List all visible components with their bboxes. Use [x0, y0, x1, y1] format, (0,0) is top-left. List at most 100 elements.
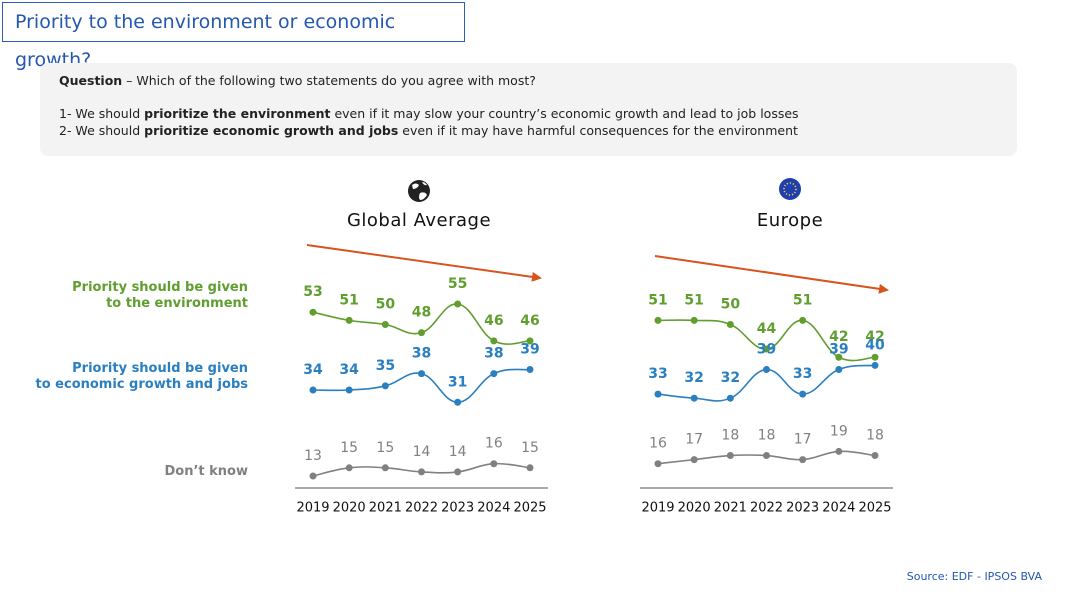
question-box: Question – Which of the following two st… — [40, 63, 1017, 156]
data-point — [454, 468, 462, 476]
data-point — [871, 361, 879, 369]
data-point — [763, 452, 770, 460]
value-label: 50 — [721, 296, 741, 312]
question-text: – Which of the following two statements … — [122, 73, 536, 88]
value-label: 33 — [793, 366, 812, 382]
data-point — [654, 390, 662, 398]
question-text: even if it may slow your country’s econo… — [330, 106, 799, 121]
value-label: 50 — [376, 296, 396, 312]
data-point — [763, 366, 770, 374]
x-tick-label: 2024 — [477, 501, 510, 516]
value-label: 46 — [520, 313, 539, 329]
value-label: 39 — [757, 342, 776, 358]
value-label: 42 — [865, 329, 884, 345]
value-label: 51 — [339, 292, 358, 308]
value-label: 53 — [303, 284, 322, 300]
data-point — [726, 320, 734, 328]
data-point — [654, 316, 662, 324]
trend-arrow — [306, 244, 542, 282]
data-point — [454, 398, 462, 406]
x-tick-label: 2023 — [441, 501, 474, 516]
x-tick-label: 2021 — [369, 501, 402, 516]
data-point — [871, 353, 879, 361]
value-label: 15 — [376, 440, 394, 456]
data-point — [490, 370, 498, 378]
data-point — [418, 468, 425, 476]
value-label: 51 — [793, 292, 812, 308]
x-tick-label: 2024 — [822, 501, 855, 516]
x-tick-label: 2025 — [858, 501, 891, 516]
value-label: 15 — [340, 440, 358, 456]
value-label: 14 — [413, 444, 431, 460]
value-label: 32 — [684, 370, 703, 386]
data-point — [309, 308, 317, 316]
data-point — [835, 447, 843, 455]
question-bold: Question — [59, 73, 123, 88]
data-point — [345, 386, 353, 394]
data-point — [799, 456, 807, 464]
value-label: 35 — [376, 358, 395, 374]
globe-icon — [408, 180, 430, 202]
question-text: 1- We should — [59, 106, 145, 121]
question-line: 2- We should prioritize economic growth … — [59, 122, 1017, 139]
data-point — [654, 460, 662, 468]
trend-arrow — [654, 255, 889, 294]
value-label: 44 — [757, 321, 777, 337]
data-point — [799, 390, 807, 398]
data-point — [726, 394, 734, 402]
question-bold: prioritize the environment — [144, 106, 331, 121]
legend-label: Priority should be given to economic gro… — [35, 361, 249, 392]
value-label: 40 — [865, 337, 885, 353]
question-text: even if it may have harmful consequences… — [398, 123, 798, 138]
data-point — [309, 386, 317, 394]
x-tick-label: 2019 — [641, 501, 674, 516]
x-tick-label: 2025 — [513, 501, 546, 516]
data-point — [345, 316, 353, 324]
value-label: 13 — [304, 448, 322, 464]
data-point — [418, 370, 425, 378]
data-point — [871, 452, 879, 460]
source: Source: EDF - IPSOS BVA — [906, 570, 1042, 583]
data-point — [490, 460, 498, 468]
value-label: 16 — [485, 436, 503, 452]
x-tick-label: 2021 — [714, 501, 747, 516]
value-label: 18 — [866, 428, 884, 444]
data-point — [526, 337, 534, 345]
data-point — [726, 452, 734, 460]
value-label: 55 — [448, 276, 467, 292]
data-point — [763, 345, 770, 353]
x-tick-label: 2023 — [786, 501, 819, 516]
data-point — [526, 366, 534, 374]
value-label: 38 — [412, 346, 431, 362]
value-label: 34 — [303, 362, 323, 378]
eu-flag-icon — [779, 178, 801, 200]
value-label: 51 — [648, 292, 667, 308]
value-label: 39 — [829, 342, 848, 358]
value-label: 18 — [758, 428, 776, 444]
value-label: 15 — [521, 440, 539, 456]
panel-title: Global Average — [347, 210, 491, 231]
data-point — [835, 353, 843, 361]
data-point — [381, 464, 389, 472]
x-tick-label: 2020 — [333, 501, 366, 516]
x-tick-label: 2020 — [678, 501, 711, 516]
data-point — [381, 382, 389, 390]
value-label: 32 — [721, 370, 740, 386]
question-text: 2- We should — [59, 123, 145, 138]
legend-label: Priority should be given to the environm… — [72, 280, 248, 311]
data-point — [690, 316, 698, 324]
value-label: 17 — [685, 432, 703, 448]
data-point — [345, 464, 353, 472]
question-bold: prioritize economic growth and jobs — [144, 123, 399, 138]
question-line: 1- We should prioritize the environment … — [59, 105, 1017, 122]
value-label: 39 — [520, 342, 539, 358]
value-label: 17 — [794, 432, 812, 448]
panel-title: Europe — [757, 210, 823, 231]
data-point — [526, 464, 534, 472]
value-label: 31 — [448, 374, 467, 390]
value-label: 34 — [339, 362, 359, 378]
data-point — [454, 300, 462, 308]
data-point — [490, 337, 498, 345]
value-label: 18 — [721, 428, 739, 444]
